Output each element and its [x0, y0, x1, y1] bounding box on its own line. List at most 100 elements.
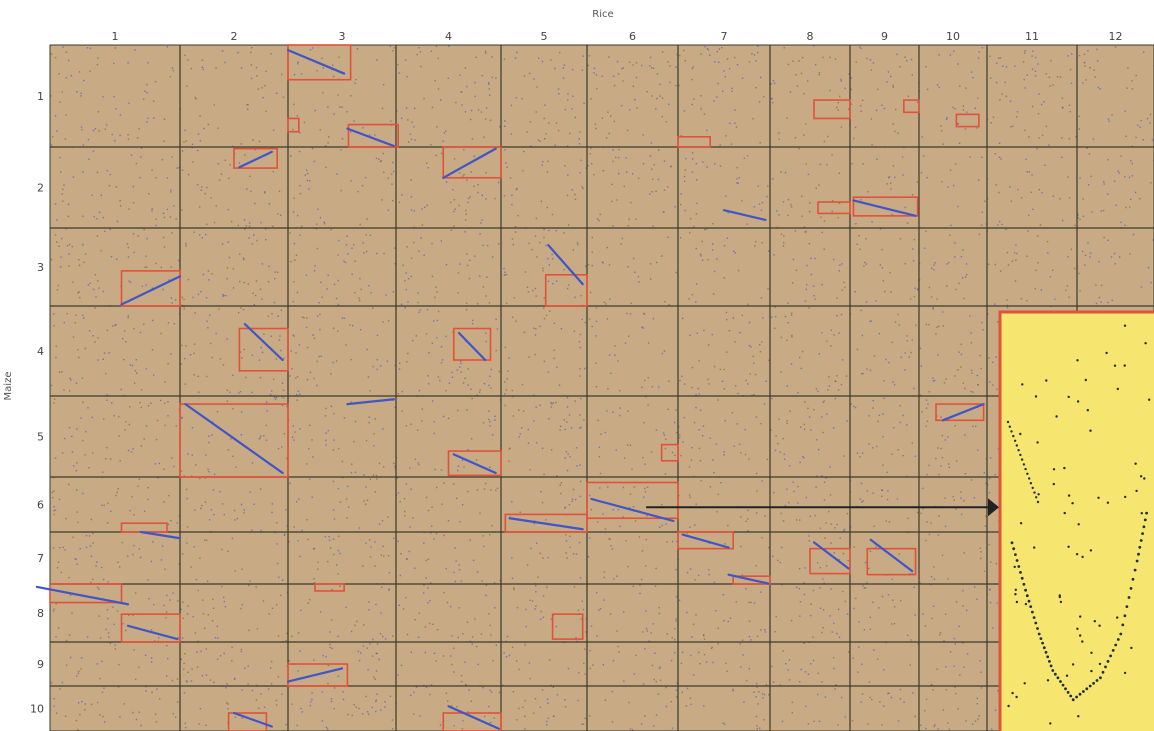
noise-dot	[784, 172, 787, 174]
noise-dot	[829, 89, 831, 92]
noise-dot	[151, 691, 153, 693]
noise-dot	[472, 559, 475, 561]
noise-dot	[434, 296, 436, 299]
noise-dot	[1024, 129, 1026, 132]
noise-dot	[876, 158, 878, 160]
noise-dot	[910, 639, 912, 641]
noise-dot	[504, 149, 506, 151]
noise-dot	[250, 64, 253, 66]
noise-dot	[360, 288, 362, 291]
noise-dot	[464, 111, 467, 113]
noise-dot	[394, 406, 396, 408]
noise-dot	[350, 180, 352, 182]
noise-dot	[881, 495, 883, 498]
noise-dot	[806, 264, 808, 267]
noise-dot	[734, 122, 736, 124]
noise-dot	[861, 373, 863, 375]
noise-dot	[146, 121, 148, 123]
noise-dot	[680, 662, 683, 664]
noise-dot	[888, 177, 890, 179]
noise-dot	[133, 328, 135, 330]
noise-dot	[489, 94, 491, 96]
noise-dot	[883, 380, 885, 382]
noise-dot	[1094, 76, 1096, 78]
noise-dot	[232, 408, 234, 410]
noise-dot	[254, 202, 256, 205]
noise-dot	[431, 275, 434, 278]
synteny-segment	[442, 147, 497, 179]
noise-dot	[1117, 170, 1119, 172]
noise-dot	[846, 613, 849, 615]
noise-dot	[531, 249, 533, 251]
noise-dot	[119, 200, 121, 202]
noise-dot	[330, 405, 332, 407]
noise-dot	[879, 701, 881, 703]
noise-dot	[625, 540, 627, 542]
noise-dot	[963, 666, 965, 668]
noise-dot	[189, 354, 192, 356]
noise-dot	[408, 141, 410, 143]
noise-dot	[568, 284, 570, 286]
noise-dot	[740, 452, 742, 454]
noise-dot	[756, 725, 758, 727]
noise-dot	[691, 447, 693, 449]
noise-dot	[328, 539, 331, 541]
noise-dot	[646, 630, 649, 632]
noise-dot	[227, 550, 229, 553]
noise-dot	[743, 157, 746, 159]
noise-dot	[721, 380, 724, 382]
noise-dot	[294, 259, 296, 261]
noise-dot	[719, 165, 722, 167]
noise-dot	[881, 724, 883, 726]
noise-dot	[187, 671, 189, 673]
noise-dot	[495, 318, 497, 321]
noise-dot	[167, 523, 170, 526]
noise-dot	[125, 421, 127, 423]
noise-dot	[205, 297, 208, 299]
noise-dot	[580, 397, 582, 400]
noise-dot	[151, 287, 153, 289]
noise-dot	[840, 78, 842, 81]
synteny-box	[677, 136, 712, 148]
noise-dot	[543, 117, 545, 120]
noise-dot	[167, 657, 169, 660]
inset-curve-dot	[1143, 518, 1147, 522]
noise-dot	[65, 77, 68, 79]
noise-dot	[110, 255, 113, 258]
noise-dot	[948, 466, 950, 468]
noise-dot	[475, 56, 477, 58]
noise-dot	[491, 525, 493, 527]
noise-dot	[883, 107, 886, 110]
noise-dot	[766, 195, 768, 198]
noise-dot	[806, 284, 808, 286]
noise-dot	[372, 307, 374, 309]
noise-dot	[194, 312, 196, 314]
noise-dot	[882, 464, 884, 466]
noise-dot	[1024, 50, 1026, 52]
noise-dot	[528, 662, 531, 664]
noise-dot	[345, 244, 348, 246]
noise-dot	[577, 609, 580, 612]
synteny-segment	[941, 403, 985, 422]
noise-dot	[854, 406, 857, 409]
noise-dot	[300, 609, 302, 612]
noise-dot	[65, 517, 67, 520]
noise-dot	[759, 351, 762, 353]
noise-dot	[440, 362, 443, 364]
noise-dot	[641, 723, 643, 725]
inset-dot	[1034, 395, 1038, 398]
noise-dot	[143, 438, 145, 440]
noise-dot	[150, 657, 153, 659]
noise-dot	[522, 706, 524, 708]
noise-dot	[760, 422, 762, 425]
noise-dot	[748, 636, 751, 638]
inset-curve-dot	[1042, 646, 1046, 650]
noise-dot	[354, 82, 356, 84]
noise-dot	[339, 552, 341, 555]
noise-dot	[616, 575, 618, 577]
noise-dot	[807, 173, 810, 176]
noise-dot	[675, 409, 677, 411]
noise-dot	[844, 286, 846, 289]
noise-dot	[115, 323, 117, 326]
noise-dot	[390, 120, 392, 122]
